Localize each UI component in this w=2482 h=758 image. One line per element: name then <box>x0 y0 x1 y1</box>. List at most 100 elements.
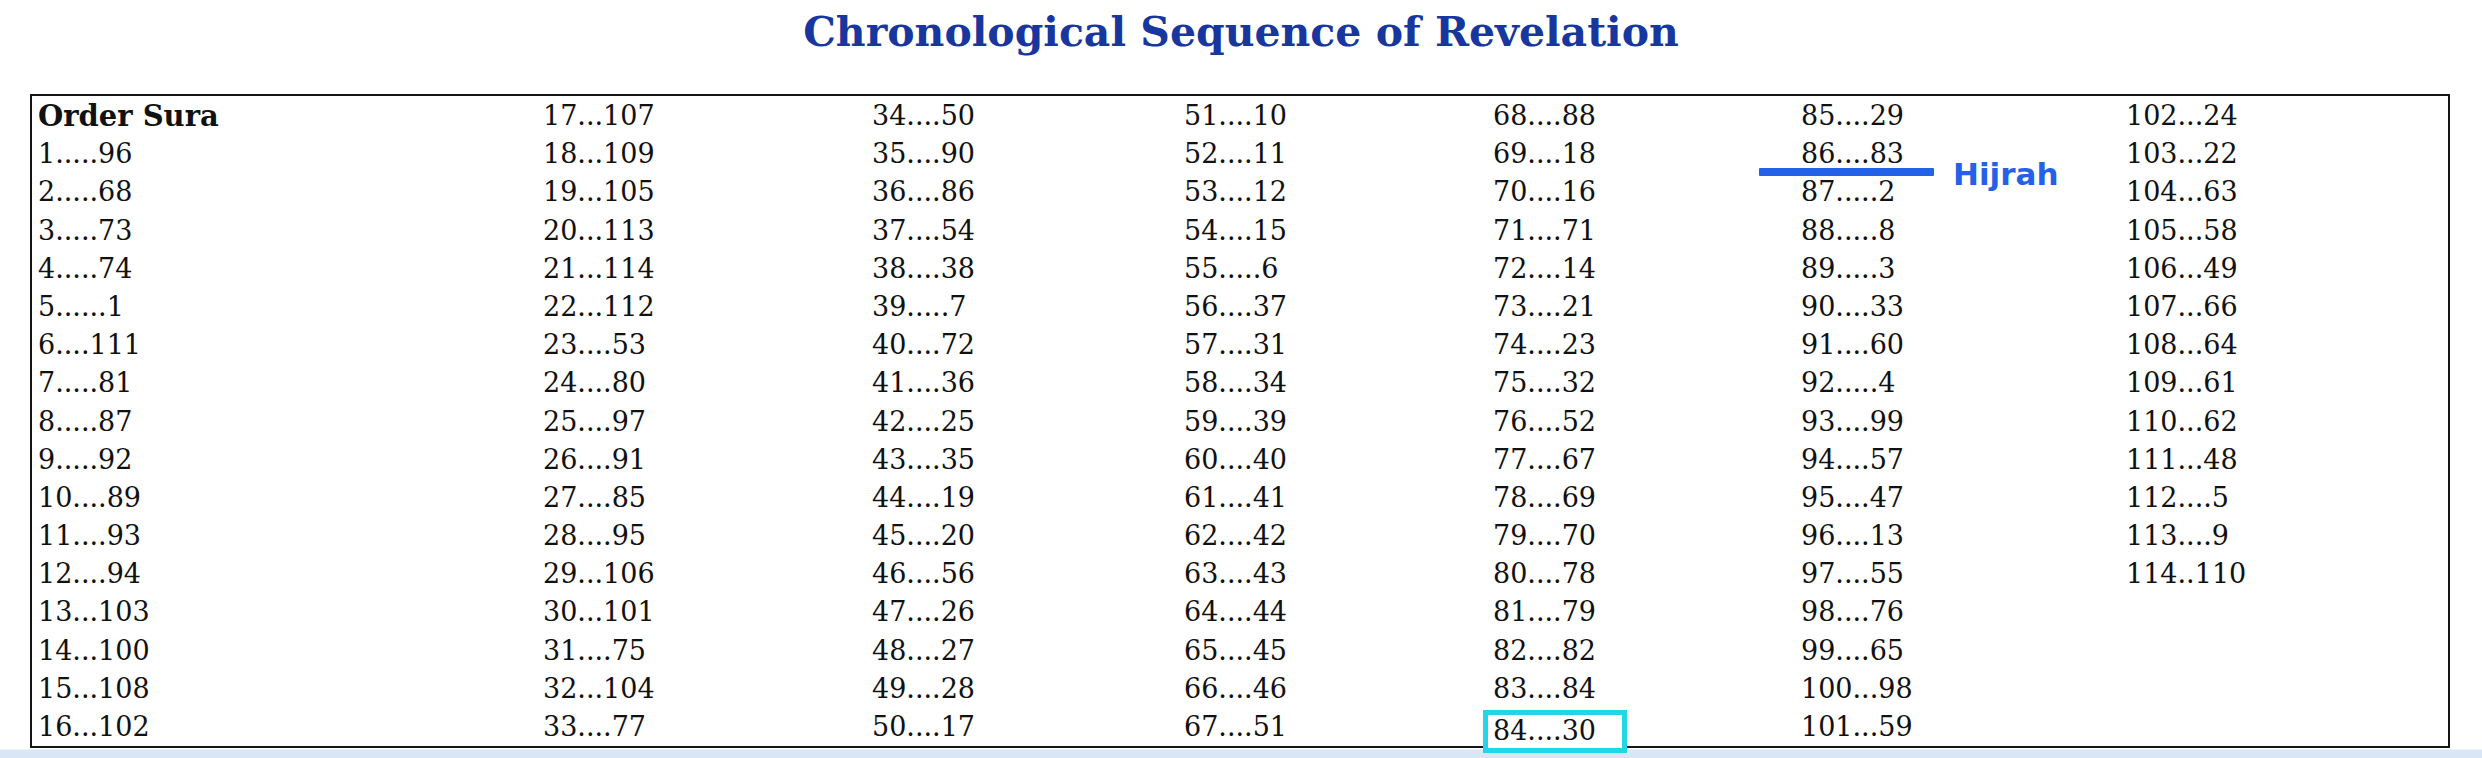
table-cell-text: 32...104 <box>543 673 655 704</box>
table-cell: 15...108 <box>38 670 543 708</box>
table-cell: 64....44 <box>1184 593 1493 631</box>
table-cell: 57....31 <box>1184 326 1493 364</box>
table-cell-text: 98....76 <box>1801 596 1904 627</box>
table-cell: 49....28 <box>872 670 1184 708</box>
table-cell-text: 64....44 <box>1184 596 1287 627</box>
table-cell-text: 105...58 <box>2126 215 2238 246</box>
table-cell-text: 38....38 <box>872 253 975 284</box>
table-cell-text: 8.....87 <box>38 406 132 437</box>
table-cell-text: 42....25 <box>872 406 975 437</box>
table-cell: 61....41 <box>1184 479 1493 517</box>
table-cell-text: 90....33 <box>1801 291 1904 322</box>
table-cell-text: 86....83 <box>1801 138 1904 169</box>
table-cell-text: 96....13 <box>1801 520 1904 551</box>
table-cell: 71....71 <box>1493 212 1801 250</box>
table-cell: 40....72 <box>872 326 1184 364</box>
table-cell-text: 47....26 <box>872 596 975 627</box>
table-cell-text: 20...113 <box>543 215 655 246</box>
table-cell: 110...62 <box>2126 403 2448 441</box>
table-cell: 83....84 <box>1493 670 1801 708</box>
table-cell: Order Sura <box>38 97 543 135</box>
table-cell: 109...61 <box>2126 364 2448 402</box>
table-cell-text: 55.....6 <box>1184 253 1278 284</box>
table-cell-text: 27....85 <box>543 482 646 513</box>
table-cell-text: 77....67 <box>1493 444 1596 475</box>
table-cell: 73....21 <box>1493 288 1801 326</box>
table-cell: 58....34 <box>1184 364 1493 402</box>
table-cell: 10....89 <box>38 479 543 517</box>
table-cell: 13...103 <box>38 593 543 631</box>
table-cell-text: 50....17 <box>872 711 975 742</box>
table-cell: 60....40 <box>1184 441 1493 479</box>
table-cell-text: 12....94 <box>38 558 141 589</box>
table-cell: 1.....96 <box>38 135 543 173</box>
table-cell: 18...109 <box>543 135 872 173</box>
table-cell: 106...49 <box>2126 250 2448 288</box>
table-cell-text: 4.....74 <box>38 253 132 284</box>
table-cell: 32...104 <box>543 670 872 708</box>
table-cell: 43....35 <box>872 441 1184 479</box>
table-cell: 6....111 <box>38 326 543 364</box>
table-cell-text: 70....16 <box>1493 176 1596 207</box>
table-cell-text: 113....9 <box>2126 520 2229 551</box>
table-cell: 5......1 <box>38 288 543 326</box>
table-cell: 28....95 <box>543 517 872 555</box>
table-cell: 93....99 <box>1801 403 2126 441</box>
table-cell: 9.....92 <box>38 441 543 479</box>
table-cell: 4.....74 <box>38 250 543 288</box>
table-cell: 112....5 <box>2126 479 2448 517</box>
table-cell-text: 69....18 <box>1493 138 1596 169</box>
table-cell: 30...101 <box>543 593 872 631</box>
table-cell-text: 34....50 <box>872 100 975 131</box>
table-cell: 104...63 <box>2126 173 2448 211</box>
table-cell: 103...22 <box>2126 135 2448 173</box>
table-cell-text: 91....60 <box>1801 329 1904 360</box>
table-cell-text: 2.....68 <box>38 176 132 207</box>
table-cell-text: 22...112 <box>543 291 655 322</box>
table-cell-text: 11....93 <box>38 520 141 551</box>
table-cell: 33....77 <box>543 708 872 746</box>
table-cell-text: 45....20 <box>872 520 975 551</box>
table-cell: 41....36 <box>872 364 1184 402</box>
table-cell: 98....76 <box>1801 593 2126 631</box>
table-column-5: 68....88 69....18 70....16 71....7172....14… <box>1493 97 1801 746</box>
table-cell-text: 78....69 <box>1493 482 1596 513</box>
table-cell-text: 16...102 <box>38 711 150 742</box>
table-cell: 22...112 <box>543 288 872 326</box>
table-cell: 8.....87 <box>38 403 543 441</box>
table-cell-text: 76....52 <box>1493 406 1596 437</box>
table-cell: 34....50 <box>872 97 1184 135</box>
table-cell: 47....26 <box>872 593 1184 631</box>
table-cell: 12....94 <box>38 555 543 593</box>
page: Chronological Sequence of Revelation Ord… <box>0 0 2482 758</box>
table-cell: 96....13 <box>1801 517 2126 555</box>
table-cell: 113....9 <box>2126 517 2448 555</box>
table-cell-text: 24....80 <box>543 367 646 398</box>
table-cell-text: 101...59 <box>1801 711 1913 742</box>
table-cell-text: 104...63 <box>2126 176 2238 207</box>
table-cell-text: 65....45 <box>1184 635 1287 666</box>
table-cell: 21...114 <box>543 250 872 288</box>
table-cell-text: 72....14 <box>1493 253 1596 284</box>
table-cell-text: 81....79 <box>1493 596 1596 627</box>
table-cell-text: 68....88 <box>1493 100 1596 131</box>
table-cell-text: 13...103 <box>38 596 150 627</box>
table-cell-text: 88.....8 <box>1801 215 1895 246</box>
table-cell-text: 60....40 <box>1184 444 1287 475</box>
table-cell-text: 114..110 <box>2126 558 2246 589</box>
table-cell-text: 94....57 <box>1801 444 1904 475</box>
table-cell-text: 53....12 <box>1184 176 1287 207</box>
table-cell-text: 19...105 <box>543 176 655 207</box>
table-cell: 48....27 <box>872 632 1184 670</box>
table-cell: 62....42 <box>1184 517 1493 555</box>
table-cell: 77....67 <box>1493 441 1801 479</box>
table-cell: 82....82 <box>1493 632 1801 670</box>
table-cell: 17...107 <box>543 97 872 135</box>
table-cell-text: 59....39 <box>1184 406 1287 437</box>
table-cell-text: 29...106 <box>543 558 655 589</box>
table-cell: 56....37 <box>1184 288 1493 326</box>
table-cell: 16...102 <box>38 708 543 746</box>
table-cell-text: 99....65 <box>1801 635 1904 666</box>
table-cell-text: 43....35 <box>872 444 975 475</box>
table-cell: 90....33 <box>1801 288 2126 326</box>
